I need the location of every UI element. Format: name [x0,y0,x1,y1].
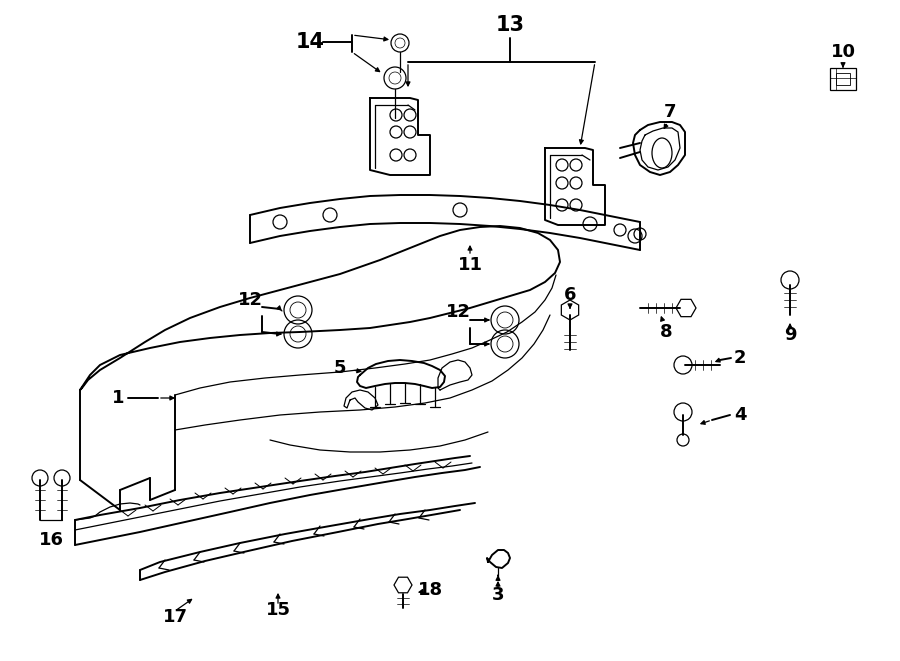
Text: 2: 2 [734,349,746,367]
Text: 9: 9 [784,326,796,344]
Text: 16: 16 [39,531,64,549]
Text: 7: 7 [664,103,676,121]
Text: 12: 12 [446,303,471,321]
Bar [830,68,856,90]
Text: 6: 6 [563,286,576,304]
Text: 15: 15 [266,601,291,619]
Text: 12: 12 [238,291,263,309]
Text: 10: 10 [831,43,856,61]
Bar [836,73,850,85]
Text: 3: 3 [491,586,504,604]
Text: 13: 13 [496,15,525,35]
Text: 4: 4 [734,406,746,424]
Text: 14: 14 [295,32,325,52]
Text: 1: 1 [112,389,124,407]
Text: 8: 8 [660,323,672,341]
Text: 11: 11 [457,256,482,274]
Text: 18: 18 [418,581,443,599]
Text: 17: 17 [163,608,187,626]
Text: 5: 5 [334,359,346,377]
